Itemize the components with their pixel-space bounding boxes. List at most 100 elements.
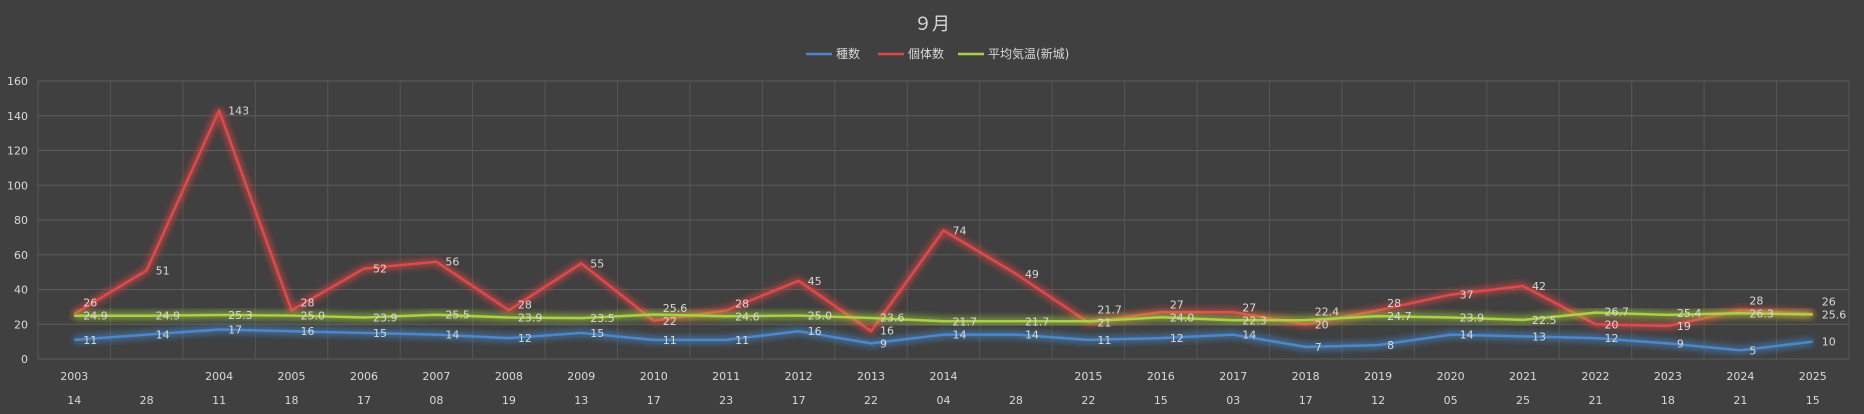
x-tick-year: 2004 — [205, 370, 233, 383]
data-label: 52 — [373, 263, 387, 276]
data-label: 25.4 — [1677, 307, 1702, 320]
data-label: 23.5 — [590, 312, 615, 325]
y-tick-label: 100 — [7, 179, 28, 192]
x-tick-day: 15 — [1806, 394, 1820, 407]
x-tick-day: 11 — [212, 394, 226, 407]
data-label: 16 — [880, 324, 894, 337]
data-label: 22 — [663, 315, 677, 328]
x-tick-year: 2021 — [1509, 370, 1537, 383]
gridlines — [37, 80, 1850, 360]
data-label: 37 — [1460, 289, 1474, 302]
y-tick-label: 0 — [21, 353, 28, 366]
x-tick-day: 22 — [864, 394, 878, 407]
data-label: 12 — [1604, 332, 1618, 345]
x-tick-day: 23 — [719, 394, 733, 407]
data-label: 9 — [880, 337, 887, 350]
data-label: 23.9 — [373, 311, 398, 324]
data-label: 26.7 — [1604, 305, 1629, 318]
data-label: 25.0 — [301, 310, 326, 323]
data-label: 28 — [301, 297, 315, 310]
data-label: 49 — [1025, 268, 1039, 281]
data-label: 25.6 — [1822, 309, 1847, 322]
data-label: 21.7 — [1097, 304, 1122, 317]
data-label: 20 — [1604, 318, 1618, 331]
x-tick-day: 03 — [1226, 394, 1240, 407]
x-tick-year: 2012 — [785, 370, 813, 383]
data-label: 11 — [735, 334, 749, 347]
data-label: 20 — [1315, 318, 1329, 331]
data-label: 25.0 — [808, 310, 833, 323]
data-label: 28 — [1387, 297, 1401, 310]
data-label: 22.4 — [1315, 305, 1340, 318]
data-label: 25.3 — [228, 309, 253, 322]
x-tick-year: 2009 — [567, 370, 595, 383]
x-tick-year: 2003 — [60, 370, 88, 383]
y-tick-label: 60 — [14, 249, 28, 262]
x-tick-year: 2005 — [278, 370, 306, 383]
data-label: 12 — [1170, 332, 1184, 345]
data-label: 26 — [83, 297, 97, 310]
data-label: 10 — [1822, 336, 1836, 349]
y-tick-label: 40 — [14, 284, 28, 297]
data-label: 13 — [1532, 330, 1546, 343]
data-label: 16 — [301, 325, 315, 338]
x-tick-year: 2018 — [1292, 370, 1320, 383]
data-label: 74 — [953, 224, 967, 237]
chart-title: ９月 — [914, 14, 950, 35]
x-tick-year: 2007 — [422, 370, 450, 383]
data-label: 21 — [1097, 317, 1111, 330]
data-label: 24.7 — [1387, 310, 1412, 323]
data-label: 28 — [1749, 294, 1763, 307]
data-label: 15 — [590, 327, 604, 340]
x-tick-day: 17 — [1299, 394, 1313, 407]
x-tick-day: 04 — [937, 394, 951, 407]
x-tick-year: 2017 — [1219, 370, 1247, 383]
data-label: 42 — [1532, 280, 1546, 293]
data-label: 19 — [1677, 320, 1691, 333]
x-tick-year: 2011 — [712, 370, 740, 383]
y-tick-label: 160 — [7, 75, 28, 88]
x-tick-year: 2015 — [1074, 370, 1102, 383]
x-tick-year: 2006 — [350, 370, 378, 383]
data-label: 14 — [156, 329, 170, 342]
legend-label: 平均気温(新城) — [988, 46, 1069, 61]
y-tick-label: 120 — [7, 145, 28, 158]
series-line-2 — [74, 311, 1813, 323]
x-tick-day: 19 — [502, 394, 516, 407]
x-tick-year: 2024 — [1726, 370, 1754, 383]
data-label: 11 — [1097, 334, 1111, 347]
data-label: 17 — [228, 323, 242, 336]
x-tick-year: 2016 — [1147, 370, 1175, 383]
x-tick-day: 28 — [1009, 394, 1023, 407]
data-label: 21.7 — [1025, 315, 1050, 328]
data-label: 51 — [156, 264, 170, 277]
data-label: 27 — [1242, 301, 1256, 314]
x-tick-day: 12 — [1371, 394, 1385, 407]
data-label: 26.3 — [1749, 307, 1774, 320]
data-label: 7 — [1315, 341, 1322, 354]
data-label: 14 — [953, 329, 967, 342]
legend-label: 種数 — [836, 46, 860, 61]
y-tick-label: 80 — [14, 214, 28, 227]
data-label: 28 — [518, 298, 532, 311]
x-tick-year: 2025 — [1799, 370, 1827, 383]
series-group — [73, 109, 1813, 352]
data-label: 23.6 — [880, 311, 905, 324]
data-label: 27 — [1170, 298, 1184, 311]
series-line-0 — [74, 328, 1813, 352]
y-axis: 0 20 40 60 80 100 120 140 160 — [7, 75, 28, 366]
data-label: 14 — [1460, 329, 1474, 342]
data-label: 21.7 — [953, 315, 978, 328]
x-tick-day: 21 — [1588, 394, 1602, 407]
data-label: 14 — [1242, 329, 1256, 342]
x-tick-day: 21 — [1733, 394, 1747, 407]
data-label: 24.6 — [735, 310, 760, 323]
x-tick-day: 17 — [792, 394, 806, 407]
x-tick-year: 2020 — [1437, 370, 1465, 383]
x-tick-day: 17 — [357, 394, 371, 407]
data-label: 143 — [228, 105, 249, 118]
x-tick-year: 2019 — [1364, 370, 1392, 383]
x-tick-day: 18 — [1661, 394, 1675, 407]
x-tick-day: 17 — [647, 394, 661, 407]
